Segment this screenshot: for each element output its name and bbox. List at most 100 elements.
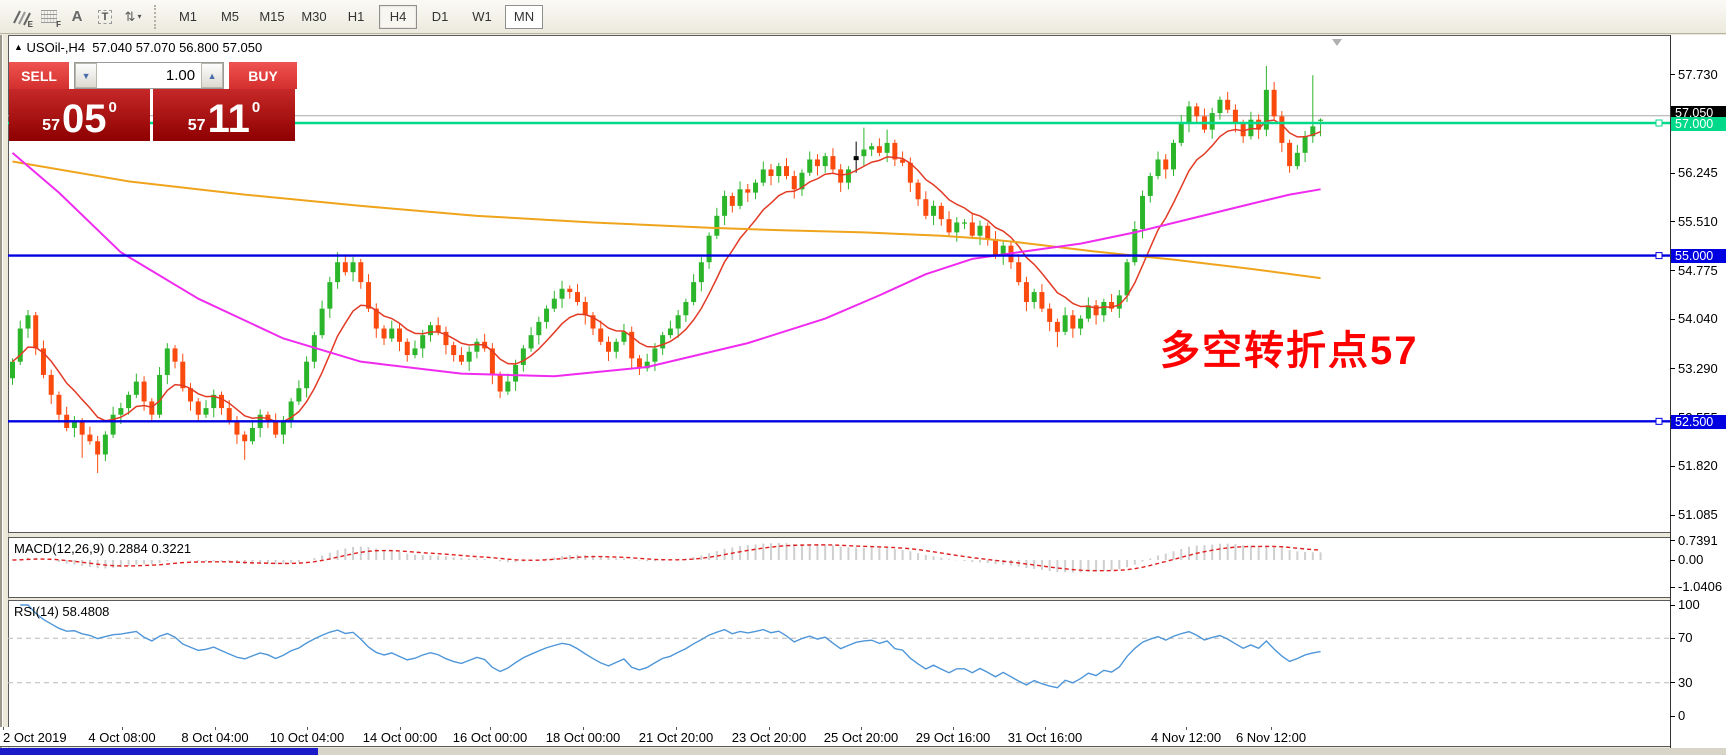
- axis-tick-mark: [1670, 715, 1675, 717]
- buy-button[interactable]: BUY: [229, 62, 297, 89]
- volume-input[interactable]: [97, 63, 202, 88]
- date-tick-label: 21 Oct 20:00: [638, 730, 714, 745]
- axis-tick-mark: [1670, 586, 1675, 588]
- axis-tick-mark: [1670, 514, 1675, 516]
- date-tick-mark: [215, 727, 216, 730]
- macd-scale-label: 0.00: [1678, 552, 1704, 567]
- volume-decrease-button[interactable]: ▼: [75, 63, 98, 88]
- date-tick-mark: [3, 727, 4, 730]
- axis-tick-mark: [1670, 637, 1675, 639]
- rsi-scale-label: 30: [1678, 674, 1693, 690]
- rsi-label: RSI(14) 58.4808: [14, 604, 110, 619]
- date-tick-label: 16 Oct 00:00: [452, 730, 528, 745]
- date-tick-label: 29 Oct 16:00: [915, 730, 991, 745]
- chart-pattern-icon[interactable]: E: [8, 5, 34, 29]
- one-click-trading-panel: SELL ▼ ▲ BUY 57 05 0 57 11 0: [9, 62, 297, 141]
- date-tick-mark: [953, 727, 954, 730]
- grid-icon[interactable]: F: [36, 5, 62, 29]
- axis-tick-label: 57.730: [1678, 66, 1718, 82]
- timeframe-button-mn[interactable]: MN: [505, 4, 543, 29]
- date-tick-mark: [1186, 727, 1187, 730]
- date-tick-mark: [490, 727, 491, 730]
- axis-tick-mark: [1670, 172, 1675, 174]
- text-label-icon[interactable]: T: [92, 5, 118, 29]
- axis-tick-label: 54.040: [1678, 311, 1718, 327]
- hline-price-box: 52.500: [1671, 414, 1726, 429]
- date-tick-label: 25 Oct 20:00: [823, 730, 899, 745]
- font-icon[interactable]: A: [71, 8, 83, 25]
- date-tick-label: 2 Oct 2019: [3, 730, 67, 745]
- axis-tick-mark: [1670, 465, 1675, 467]
- rsi-pane[interactable]: [8, 600, 1671, 728]
- date-tick-label: 31 Oct 16:00: [1007, 730, 1083, 745]
- axis-tick-mark: [1670, 318, 1675, 320]
- date-tick-mark: [1271, 727, 1272, 730]
- date-tick-mark: [122, 727, 123, 730]
- chart-annotation-text: 多空转折点57: [1160, 329, 1419, 373]
- macd-label: MACD(12,26,9) 0.2884 0.3221: [14, 541, 192, 556]
- axis-tick-mark: [1670, 682, 1675, 684]
- axis-tick-label: 51.085: [1678, 507, 1718, 523]
- date-tick-label: 6 Nov 12:00: [1235, 730, 1307, 745]
- date-tick-label: 18 Oct 00:00: [545, 730, 621, 745]
- arrange-arrows-icon[interactable]: ⇅ ▾: [124, 8, 142, 24]
- quote-close: 57.050: [222, 40, 263, 55]
- quote-low: 56.800: [179, 40, 219, 55]
- horizontal-scrollbar-thumb[interactable]: [0, 748, 318, 755]
- date-tick-label: 10 Oct 04:00: [269, 730, 345, 745]
- chart-header: ▲ USOil-,H4 57.040 57.070 56.800 57.050: [14, 40, 262, 55]
- quote-open: 57.040: [92, 40, 133, 55]
- price-axis: [1670, 35, 1726, 748]
- timeframe-button-m5[interactable]: M5: [220, 9, 240, 24]
- axis-tick-mark: [1670, 559, 1675, 561]
- timeframe-button-m15[interactable]: M15: [259, 9, 285, 24]
- quote-high: 57.070: [135, 40, 176, 55]
- axis-tick-mark: [1670, 74, 1675, 76]
- toolbar: E F A T ⇅ ▾ M1 M5 M15 M30 H1 H4 D1 W1 MN: [0, 0, 1726, 34]
- horizontal-scrollbar[interactable]: [0, 748, 1726, 755]
- axis-tick-label: 51.820: [1678, 458, 1718, 474]
- date-tick-label: 4 Oct 08:00: [88, 730, 156, 745]
- axis-tick-mark: [1670, 368, 1675, 370]
- symbol-period-label: USOil-,H4: [26, 40, 86, 55]
- timeframe-button-w1[interactable]: W1: [472, 9, 492, 24]
- timeframe-button-m1[interactable]: M1: [178, 9, 198, 24]
- hline-price-box: 57.000: [1671, 116, 1726, 131]
- timeframe-button-h4[interactable]: H4: [379, 4, 417, 29]
- date-tick-mark: [861, 727, 862, 730]
- macd-scale-label: -1.0406: [1678, 579, 1723, 595]
- macd-pane[interactable]: [8, 537, 1671, 598]
- axis-tick-label: 53.290: [1678, 360, 1718, 376]
- axis-tick-label: 54.775: [1678, 262, 1718, 278]
- axis-tick-mark: [1670, 604, 1675, 606]
- rsi-scale-label: 100: [1678, 597, 1700, 612]
- date-tick-mark: [769, 727, 770, 730]
- date-tick-label: 4 Nov 12:00: [1150, 730, 1222, 745]
- date-tick-label: 23 Oct 20:00: [731, 730, 807, 745]
- date-tick-mark: [400, 727, 401, 730]
- date-tick-mark: [583, 727, 584, 730]
- timeframe-button-h1[interactable]: H1: [347, 9, 365, 24]
- sell-price-display[interactable]: 57 05 0: [9, 89, 150, 141]
- axis-tick-mark: [1670, 540, 1675, 542]
- macd-scale-label: 0.7391: [1678, 532, 1718, 548]
- timeframe-button-m30[interactable]: M30: [301, 9, 327, 24]
- date-tick-label: 8 Oct 04:00: [181, 730, 249, 745]
- rsi-scale-label: 70: [1678, 630, 1693, 646]
- sell-button[interactable]: SELL: [9, 62, 70, 89]
- hline-price-box: 55.000: [1671, 249, 1726, 264]
- toolbar-separator: [154, 4, 160, 29]
- axis-tick-label: 55.510: [1678, 213, 1718, 229]
- axis-tick-mark: [1670, 221, 1675, 223]
- chart-shift-marker-icon: [1332, 39, 1342, 46]
- axis-tick-label: 56.245: [1678, 165, 1718, 181]
- buy-price-display[interactable]: 57 11 0: [153, 89, 295, 141]
- volume-increase-button[interactable]: ▲: [201, 63, 224, 88]
- axis-tick-mark: [1670, 270, 1675, 272]
- timeframe-button-d1[interactable]: D1: [431, 9, 449, 24]
- date-tick-mark: [307, 727, 308, 730]
- collapse-triangle-icon[interactable]: ▲: [14, 42, 23, 52]
- date-tick-mark: [1045, 727, 1046, 730]
- date-axis: [0, 727, 1670, 747]
